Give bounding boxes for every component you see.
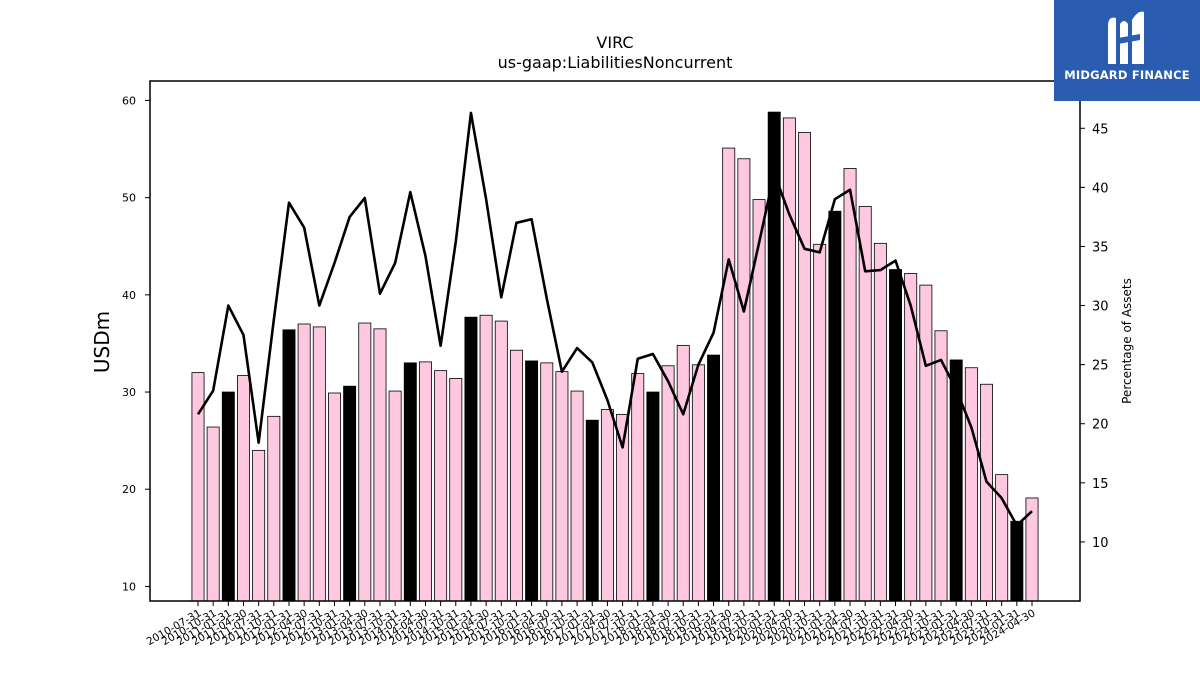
bar [737,158,751,602]
bar [585,419,599,602]
y2-tick-label: 15 [1092,477,1109,492]
y2-tick-label: 20 [1092,418,1109,433]
y-tick-label: 40 [122,289,136,302]
y-tick-label: 10 [122,580,136,593]
bar [570,390,584,602]
bar [206,426,220,602]
line-series [196,111,1033,527]
bar [449,378,463,602]
bar [312,326,326,602]
bar [828,210,842,602]
bar [328,392,341,602]
y-tick-label: 60 [122,94,136,107]
bar [782,117,796,602]
bar [661,365,675,602]
bar [722,147,736,602]
y2-tick-label: 45 [1092,122,1109,137]
bar [600,409,614,602]
bar [388,390,402,602]
bar [509,349,523,602]
bar [873,242,887,602]
bar [1010,520,1024,602]
bar [297,323,311,602]
y2-tick-label: 30 [1092,300,1109,315]
y-tick-label: 50 [122,192,136,205]
y2-tick-label: 35 [1092,240,1109,255]
chart-title: VIRC [596,33,633,52]
chart-subtitle: us-gaap:LiabilitiesNoncurrent [498,53,733,72]
y-tick-label: 30 [122,386,136,399]
bar [221,391,235,602]
bar [631,373,645,602]
bar [418,361,432,602]
bar [479,314,493,602]
bar [949,359,963,602]
bar [980,383,993,602]
bar [403,362,417,602]
bar [373,328,387,602]
bar [252,449,266,602]
bar [934,330,948,602]
bar [267,415,281,602]
logo-mark-icon [1108,11,1144,64]
bar [540,362,554,602]
bar [843,168,857,602]
y2-axis-label: Percentage of Assets [1120,278,1134,404]
bar [555,371,569,602]
bar [707,354,721,602]
brand-logo: MIDGARD FINANCE [1054,0,1200,101]
bar [282,329,296,602]
bar [676,344,690,602]
bar [237,375,250,602]
y2-tick-label: 40 [1092,181,1109,196]
bar [889,269,902,602]
bar [525,360,539,602]
axes: 10203040506010152025303540452010-07-3120… [122,80,1109,648]
y2-tick-label: 25 [1092,359,1109,374]
bar [964,367,978,602]
bar [464,316,478,602]
bar [646,391,660,602]
y-axis-label: USDm [90,311,114,373]
bar [494,320,508,602]
bar-series [191,111,1039,602]
y-tick-label: 20 [122,483,136,496]
bar [343,385,357,602]
bar [813,243,827,602]
bar [358,322,372,602]
bar [691,364,705,602]
y2-tick-label: 10 [1092,536,1109,551]
plot-frame [149,80,1081,602]
bar [434,370,448,602]
line-path [196,111,1033,527]
bar [919,284,933,602]
logo-text: MIDGARD FINANCE [1064,68,1190,82]
bar [798,132,812,602]
